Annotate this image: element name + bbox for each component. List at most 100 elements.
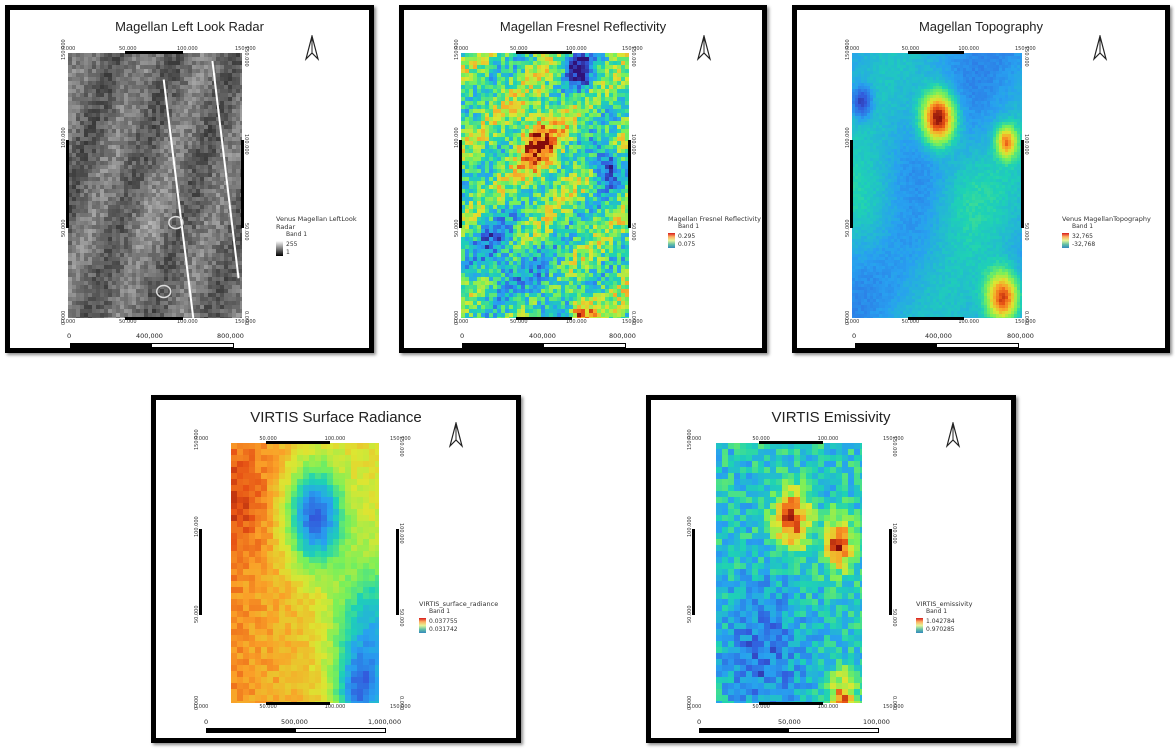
raster-cell <box>128 157 132 161</box>
raster-cell <box>521 57 525 61</box>
raster-cell <box>569 65 573 69</box>
raster-cell <box>529 129 533 133</box>
raster-cell <box>224 97 228 101</box>
raster-cell <box>617 105 621 109</box>
raster-cell <box>204 105 208 109</box>
raster-cell <box>565 81 569 85</box>
raster-cell <box>493 177 497 181</box>
raster-cell <box>533 177 537 181</box>
raster-cell <box>497 133 501 137</box>
raster-cell <box>461 77 465 81</box>
raster-cell <box>204 225 208 229</box>
raster-cell <box>144 285 148 289</box>
raster-cell <box>589 77 593 81</box>
raster-cell <box>180 113 184 117</box>
raster-cell <box>613 161 617 165</box>
raster-cell <box>108 161 112 165</box>
raster-cell <box>212 133 216 137</box>
raster-cell <box>212 289 216 293</box>
raster-cell <box>473 69 477 73</box>
raster-cell <box>140 269 144 273</box>
raster-cell <box>128 101 132 105</box>
raster-cell <box>497 53 501 57</box>
raster-cell <box>569 181 573 185</box>
raster-cell <box>168 105 172 109</box>
raster-cell <box>621 93 625 97</box>
raster-cell <box>168 77 172 81</box>
raster-cell <box>581 165 585 169</box>
raster-cell <box>104 253 108 257</box>
raster-cell <box>517 173 521 177</box>
raster-cell <box>557 69 561 73</box>
raster-cell <box>116 137 120 141</box>
raster-cell <box>521 69 525 73</box>
raster-cell <box>96 217 100 221</box>
raster-cell <box>124 301 128 305</box>
raster-cell <box>108 109 112 113</box>
raster-cell <box>156 289 160 293</box>
raster-cell <box>208 181 212 185</box>
raster-cell <box>124 281 128 285</box>
raster-cell <box>132 117 136 121</box>
raster-cell <box>76 221 80 225</box>
raster-cell <box>136 157 140 161</box>
raster-cell <box>489 189 493 193</box>
raster-cell <box>164 313 168 317</box>
raster-cell <box>144 277 148 281</box>
raster-cell <box>68 317 72 318</box>
raster-cell <box>132 277 136 281</box>
raster-cell <box>236 89 240 93</box>
raster-cell <box>184 53 188 57</box>
raster-cell <box>160 149 164 153</box>
raster-cell <box>152 197 156 201</box>
raster-cell <box>216 145 220 149</box>
raster-cell <box>581 73 585 77</box>
raster-cell <box>164 145 168 149</box>
raster-cell <box>537 53 541 57</box>
raster-cell <box>224 61 228 65</box>
raster-cell <box>485 89 489 93</box>
raster-cell <box>68 101 72 105</box>
raster-cell <box>220 209 224 213</box>
raster-cell <box>224 317 228 318</box>
raster-cell <box>565 169 569 173</box>
raster-cell <box>469 189 473 193</box>
raster-cell <box>76 281 80 285</box>
raster-cell <box>613 77 617 81</box>
raster-cell <box>92 93 96 97</box>
raster-cell <box>112 161 116 165</box>
raster-cell <box>188 185 192 189</box>
raster-cell <box>156 133 160 137</box>
raster-cell <box>188 237 192 241</box>
raster-cell <box>92 253 96 257</box>
raster-cell <box>617 101 621 105</box>
raster-cell <box>585 113 589 117</box>
raster-cell <box>232 145 236 149</box>
raster-cell <box>184 201 188 205</box>
raster-cell <box>485 185 489 189</box>
raster-cell <box>136 81 140 85</box>
raster-cell <box>565 165 569 169</box>
raster-cell <box>220 149 224 153</box>
raster-cell <box>204 101 208 105</box>
raster-cell <box>581 85 585 89</box>
raster-cell <box>521 81 525 85</box>
raster-cell <box>216 185 220 189</box>
raster-cell <box>617 217 621 221</box>
raster-cell <box>116 177 120 181</box>
raster-cell <box>96 225 100 229</box>
raster-cell <box>545 217 549 221</box>
raster-cell <box>192 189 196 193</box>
raster-cell <box>108 81 112 85</box>
raster-cell <box>80 161 84 165</box>
raster-cell <box>461 141 465 145</box>
raster-cell <box>176 113 180 117</box>
raster-cell <box>96 69 100 73</box>
raster-cell <box>144 301 148 305</box>
raster-cell <box>84 261 88 265</box>
raster-cell <box>192 109 196 113</box>
raster-cell <box>208 313 212 317</box>
raster-cell <box>156 213 160 217</box>
raster-cell <box>589 225 593 229</box>
raster-cell <box>104 257 108 261</box>
